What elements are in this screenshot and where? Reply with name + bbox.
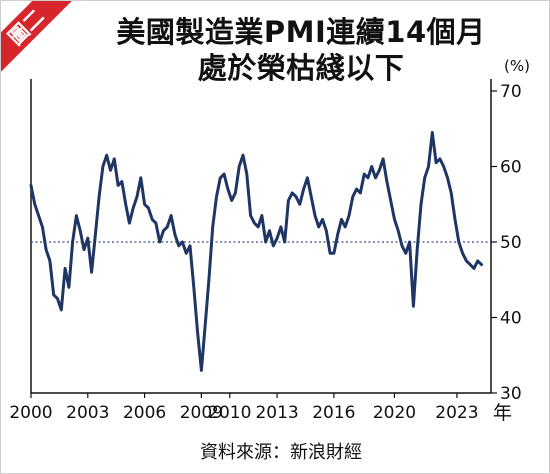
pmi-series-line: [29, 131, 483, 372]
x-tick-label: 2016: [312, 403, 355, 423]
chart-title-line1: 美國製造業PMI連續14個月: [116, 15, 486, 49]
x-tick-label: 2009: [180, 403, 223, 423]
y-unit-label: (%): [504, 57, 530, 75]
x-tick-label: 2020: [373, 403, 416, 423]
y-tick-label: 70: [500, 82, 522, 102]
x-unit-label: 年: [493, 402, 512, 424]
y-tick-label: 40: [500, 309, 522, 329]
y-tick-label: 60: [500, 158, 522, 178]
chart-title-line2: 處於榮枯綫以下: [197, 51, 405, 85]
x-tick-label: 2013: [255, 403, 298, 423]
x-tick-label: 2023: [435, 403, 478, 423]
y-tick-label: 30: [500, 384, 522, 404]
x-tick-label: 2006: [123, 403, 166, 423]
y-tick-label: 50: [500, 233, 522, 253]
source-note: 資料來源：新浪財經: [200, 442, 362, 463]
x-tick-label: 2000: [9, 403, 52, 423]
x-tick-label: 2003: [66, 403, 109, 423]
x-tick-label: 2010: [208, 403, 251, 423]
